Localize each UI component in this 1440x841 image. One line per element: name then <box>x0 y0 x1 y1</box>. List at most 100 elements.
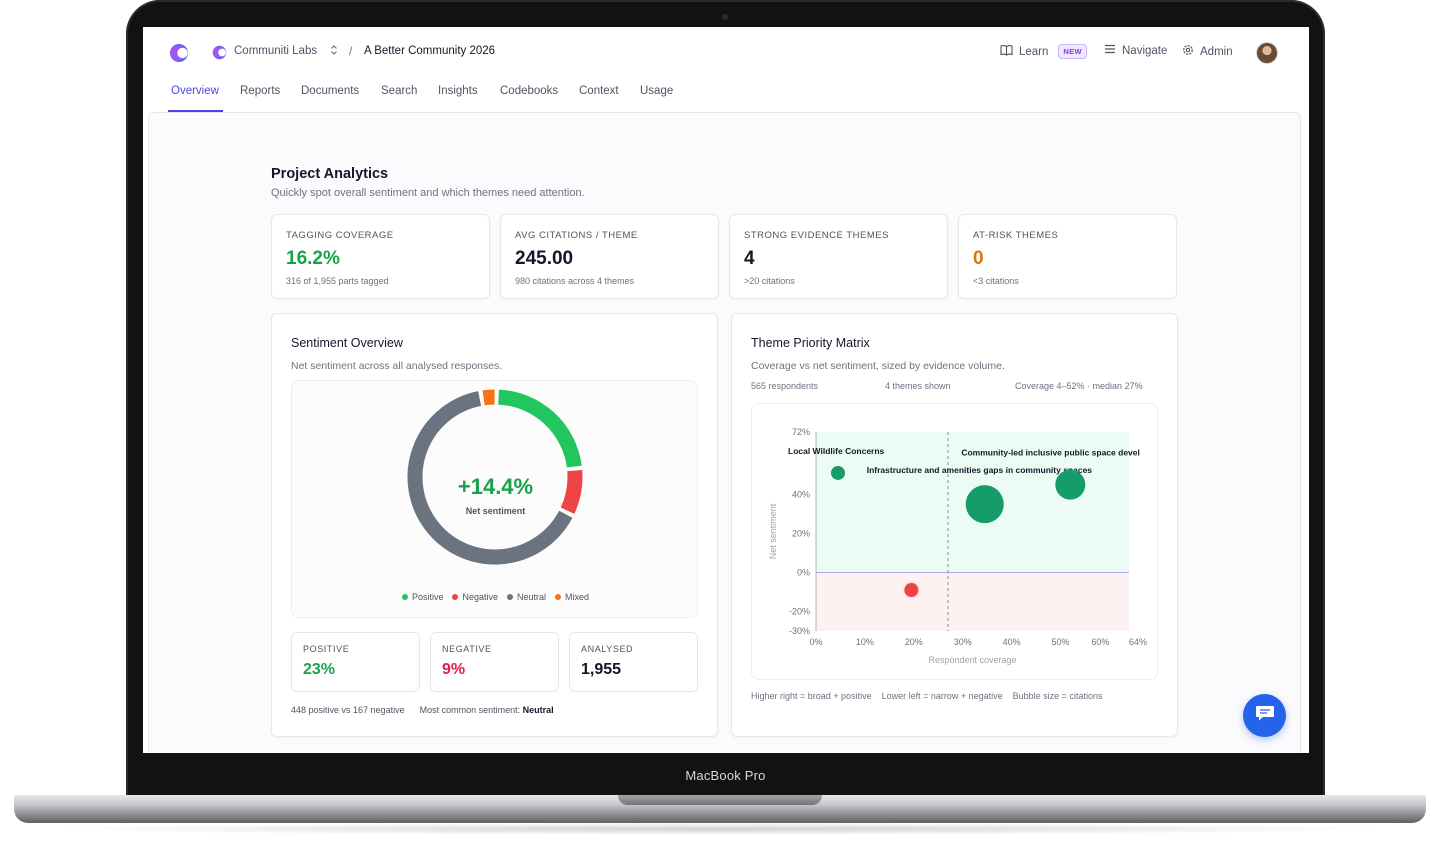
sentiment-counts: 448 positive vs 167 negative <box>291 705 405 715</box>
theme-matrix-card: Theme Priority Matrix Coverage vs net se… <box>731 313 1178 737</box>
analysed-stat: ANALYSED 1,955 <box>569 632 698 692</box>
chat-button[interactable] <box>1243 694 1286 737</box>
kpi-avg-citations: AVG CITATIONS / THEME 245.00 980 citatio… <box>500 214 719 299</box>
theme-bubble <box>904 583 919 598</box>
donut-slice-mixed <box>482 389 495 406</box>
y-tick-label: 40% <box>792 489 810 499</box>
kpi-note: >20 citations <box>744 276 795 286</box>
sentiment-footer: 448 positive vs 167 negative Most common… <box>291 705 554 715</box>
laptop-shadow <box>40 823 1400 835</box>
sentiment-title: Sentiment Overview <box>291 336 403 350</box>
kpi-label: STRONG EVIDENCE THEMES <box>744 230 889 241</box>
x-tick-label: 10% <box>856 637 874 647</box>
kpi-strong-evidence: STRONG EVIDENCE THEMES 4 >20 citations <box>729 214 948 299</box>
theme-bubble <box>1055 469 1086 500</box>
tab-usage[interactable]: Usage <box>640 85 674 97</box>
matrix-plot-panel: 72% 40% 20% 0% -20% -30% 0% 10% 20% 30% 40% 50% 60% 6… <box>751 403 1158 680</box>
x-tick-label: 20% <box>905 637 923 647</box>
matrix-legend-hints: Higher right = broad + positive Lower le… <box>751 691 1102 701</box>
positive-value: 23% <box>303 661 336 678</box>
legend-dot <box>401 594 408 600</box>
kpi-label: AT-RISK THEMES <box>973 230 1059 241</box>
x-tick-label: 30% <box>954 637 972 647</box>
common-sentiment-value: Neutral <box>522 705 554 715</box>
theme-priority-scatter: 72%40%20%0%-20%-30%0% 10% 20% 30% 40% 50% 60% 6… <box>768 427 1147 665</box>
analytics-title: Project Analytics <box>271 166 389 182</box>
hint-lower-left: Lower left = narrow + negative <box>881 691 1003 701</box>
legend-label: Mixed <box>565 592 590 602</box>
kpi-value: 245.00 <box>515 248 574 269</box>
project-name[interactable]: A Better Community 2026 <box>364 45 496 57</box>
theme-bubble-label: Infrastructure and amenities gaps in com… <box>867 465 1093 475</box>
tab-insights[interactable]: Insights <box>438 85 478 97</box>
negative-region <box>816 572 1129 631</box>
org-logo-icon <box>212 45 227 65</box>
sentiment-donut <box>407 389 583 565</box>
admin-button[interactable]: Admin <box>1182 44 1233 59</box>
navigate-label: Navigate <box>1122 44 1168 57</box>
user-avatar[interactable] <box>1256 42 1278 64</box>
kpi-note: 316 of 1,955 parts tagged <box>286 276 389 286</box>
tab-reports[interactable]: Reports <box>240 85 281 97</box>
net-sentiment-label: Net sentiment <box>465 506 526 516</box>
x-tick-label: 64% <box>1129 637 1147 647</box>
app-logo-icon[interactable] <box>169 43 189 68</box>
negative-value: 9% <box>442 661 466 678</box>
y-axis-label: Net sentiment <box>768 503 778 559</box>
learn-label: Learn <box>1019 45 1049 58</box>
tab-search[interactable]: Search <box>381 85 418 97</box>
matrix-title: Theme Priority Matrix <box>751 336 870 350</box>
kpi-tagging-coverage: TAGGING COVERAGE 16.2% 316 of 1,955 part… <box>271 214 490 299</box>
hint-higher-right: Higher right = broad + positive <box>751 691 872 701</box>
x-tick-label: 40% <box>1003 637 1021 647</box>
coverage-range: Coverage 4–52% · median 27% <box>1015 381 1143 391</box>
kpi-label: AVG CITATIONS / THEME <box>515 230 638 241</box>
kpi-value: 16.2% <box>286 248 340 269</box>
sentiment-card: Sentiment Overview Net sentiment across … <box>271 313 718 737</box>
menu-icon <box>1104 44 1116 57</box>
org-switch-chevron-icon[interactable] <box>330 44 338 57</box>
active-tab-indicator <box>168 110 223 112</box>
chat-icon <box>1254 703 1276 728</box>
kpi-note: <3 citations <box>973 276 1019 286</box>
org-name[interactable]: Communiti Labs <box>234 45 318 57</box>
kpi-at-risk: AT-RISK THEMES 0 <3 citations <box>958 214 1177 299</box>
negative-label: NEGATIVE <box>442 644 492 654</box>
kpi-value: 4 <box>744 248 755 269</box>
y-tick-label: -30% <box>789 626 810 636</box>
analysed-label: ANALYSED <box>581 644 634 654</box>
kpi-label: TAGGING COVERAGE <box>286 230 394 241</box>
gear-icon <box>1182 44 1194 59</box>
theme-bubble-label: Local Wildlife Concerns <box>788 446 885 456</box>
tab-documents[interactable]: Documents <box>301 85 360 97</box>
analysed-value: 1,955 <box>581 661 622 678</box>
legend-dot <box>555 594 562 600</box>
themes-shown: 4 themes shown <box>885 381 951 391</box>
y-tick-label: 20% <box>792 528 810 538</box>
common-sentiment-label: Most common sentiment: <box>419 705 521 715</box>
negative-stat: NEGATIVE 9% <box>430 632 559 692</box>
tab-context[interactable]: Context <box>579 85 619 97</box>
legend-label: Positive <box>411 592 444 602</box>
tab-overview[interactable]: Overview <box>171 85 219 97</box>
theme-bubble <box>831 465 846 480</box>
x-tick-label: 50% <box>1052 637 1070 647</box>
app-screen: Communiti Labs / A Better Community 2026… <box>143 27 1309 753</box>
x-tick-label: 60% <box>1091 637 1109 647</box>
legend-label: Negative <box>462 592 498 602</box>
legend-dot <box>507 594 513 600</box>
positive-stat: POSITIVE 23% <box>291 632 420 692</box>
x-axis-label: Respondent coverage <box>928 655 1016 665</box>
book-icon <box>1000 44 1013 59</box>
project-tabs: Overview Reports Documents Search Insigh… <box>143 81 1309 113</box>
donut-slice-negative <box>560 469 583 514</box>
learn-link[interactable]: Learn NEW <box>1000 44 1087 59</box>
laptop-notch <box>618 795 822 805</box>
y-tick-label: 0% <box>797 567 810 577</box>
legend-label: Neutral <box>517 592 547 602</box>
breadcrumb-separator: / <box>349 44 353 58</box>
tab-codebooks[interactable]: Codebooks <box>500 85 559 97</box>
admin-label: Admin <box>1200 45 1233 58</box>
navigate-button[interactable]: Navigate <box>1104 44 1167 57</box>
donut-panel: +14.4% Net sentiment Positive Negative N… <box>291 380 698 618</box>
